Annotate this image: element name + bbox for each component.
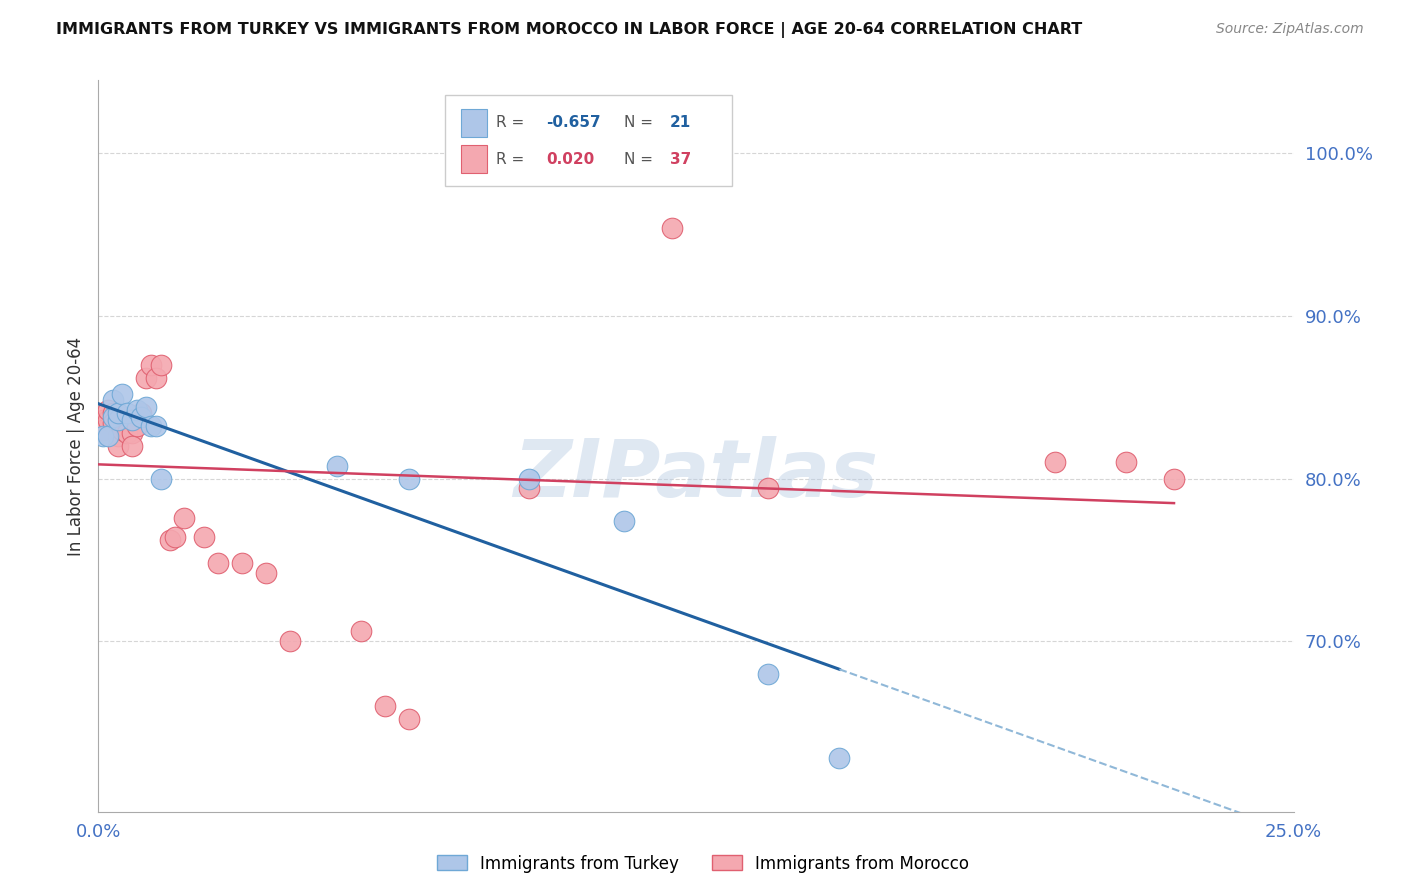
- Point: [125, 403, 148, 417]
- Point: [97, 429, 120, 443]
- Point: [115, 413, 138, 427]
- Point: [115, 407, 138, 421]
- Text: 0.020: 0.020: [547, 152, 595, 167]
- Point: [107, 407, 129, 421]
- Point: [278, 634, 301, 648]
- Point: [149, 471, 172, 485]
- Point: [111, 409, 134, 424]
- Point: [131, 409, 153, 424]
- Point: [828, 751, 851, 765]
- Point: [97, 413, 120, 427]
- Point: [350, 624, 373, 639]
- Point: [107, 429, 129, 443]
- Point: [107, 439, 129, 453]
- Text: -0.657: -0.657: [547, 115, 602, 130]
- Point: [91, 413, 114, 427]
- Point: [111, 423, 134, 437]
- Point: [131, 407, 153, 421]
- Point: [374, 699, 396, 714]
- Point: [231, 556, 253, 570]
- FancyBboxPatch shape: [461, 109, 486, 136]
- Point: [121, 439, 143, 453]
- Point: [173, 510, 195, 524]
- Legend: Immigrants from Turkey, Immigrants from Morocco: Immigrants from Turkey, Immigrants from …: [430, 848, 976, 880]
- FancyBboxPatch shape: [461, 145, 486, 173]
- Point: [1115, 455, 1137, 469]
- Point: [145, 370, 167, 384]
- Point: [111, 387, 134, 401]
- Point: [207, 556, 229, 570]
- Point: [1163, 471, 1185, 485]
- Point: [326, 458, 349, 473]
- FancyBboxPatch shape: [446, 95, 733, 186]
- Text: 37: 37: [669, 152, 690, 167]
- Point: [159, 533, 181, 548]
- Point: [121, 413, 143, 427]
- Point: [107, 413, 129, 427]
- Point: [139, 419, 162, 434]
- Point: [613, 514, 636, 528]
- Point: [101, 407, 124, 421]
- Point: [517, 471, 540, 485]
- Point: [101, 409, 124, 424]
- Point: [149, 358, 172, 372]
- Point: [121, 425, 143, 440]
- Point: [139, 358, 162, 372]
- Point: [135, 400, 157, 414]
- Text: N =: N =: [624, 115, 658, 130]
- Point: [145, 419, 167, 434]
- Text: IMMIGRANTS FROM TURKEY VS IMMIGRANTS FROM MOROCCO IN LABOR FORCE | AGE 20-64 COR: IMMIGRANTS FROM TURKEY VS IMMIGRANTS FRO…: [56, 22, 1083, 38]
- Point: [101, 416, 124, 430]
- Point: [398, 471, 420, 485]
- Point: [756, 666, 779, 681]
- Point: [756, 481, 779, 495]
- Text: R =: R =: [496, 152, 530, 167]
- Text: ZIPatlas: ZIPatlas: [513, 436, 879, 515]
- Text: R =: R =: [496, 115, 530, 130]
- Y-axis label: In Labor Force | Age 20-64: In Labor Force | Age 20-64: [66, 336, 84, 556]
- Point: [91, 423, 114, 437]
- Point: [125, 419, 148, 434]
- Point: [97, 403, 120, 417]
- Point: [101, 393, 124, 408]
- Point: [661, 221, 683, 235]
- Point: [398, 712, 420, 726]
- Point: [115, 425, 138, 440]
- Point: [91, 429, 114, 443]
- Text: Source: ZipAtlas.com: Source: ZipAtlas.com: [1216, 22, 1364, 37]
- Text: N =: N =: [624, 152, 658, 167]
- Point: [1043, 455, 1066, 469]
- Point: [517, 481, 540, 495]
- Point: [163, 530, 186, 544]
- Point: [254, 566, 277, 580]
- Text: 21: 21: [669, 115, 690, 130]
- Point: [135, 370, 157, 384]
- Point: [193, 530, 215, 544]
